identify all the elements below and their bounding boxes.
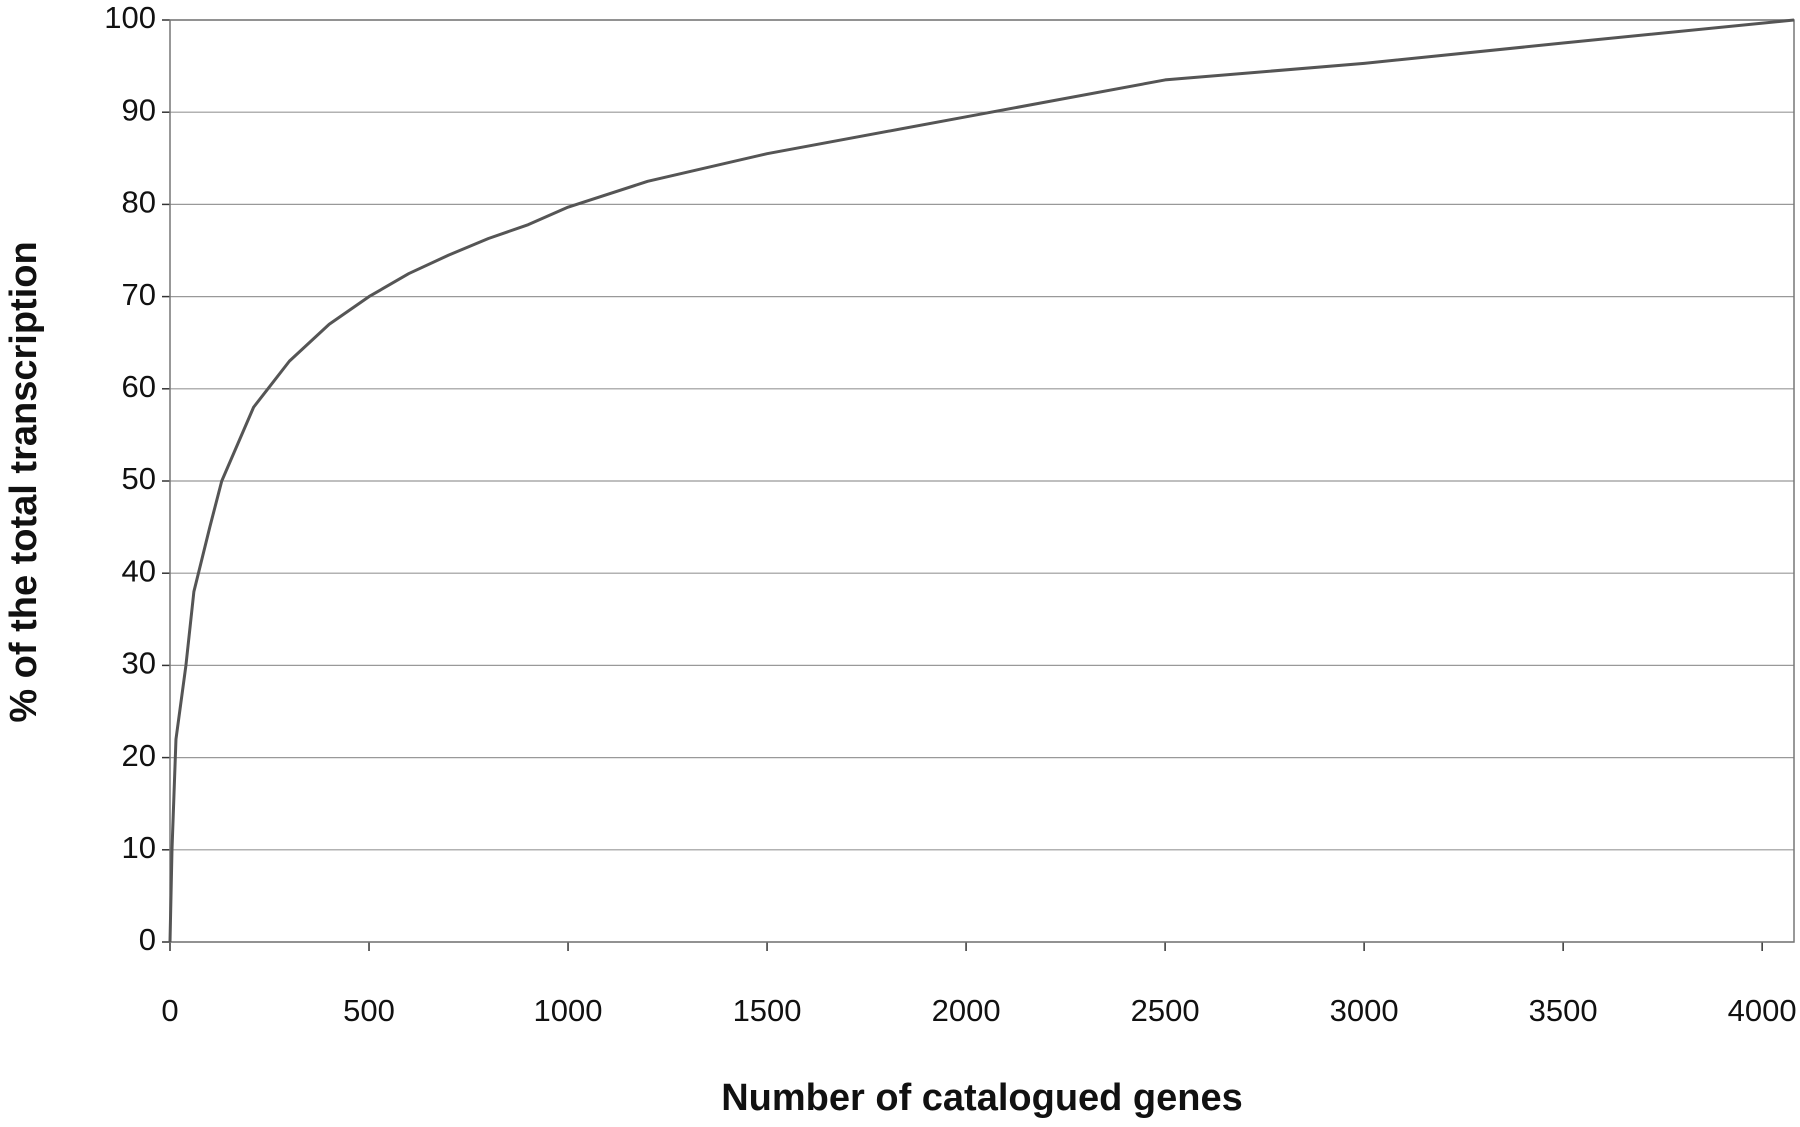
- y-tick-label: 20: [122, 738, 156, 773]
- x-tick-label: 500: [343, 993, 395, 1028]
- y-tick-label: 10: [122, 830, 156, 865]
- x-tick-label: 3000: [1330, 993, 1399, 1028]
- x-tick-label: 3500: [1529, 993, 1598, 1028]
- x-tick-label: 4000: [1728, 993, 1797, 1028]
- x-tick-label: 2000: [932, 993, 1001, 1028]
- y-tick-label: 30: [122, 646, 156, 681]
- x-tick-label: 1000: [534, 993, 603, 1028]
- y-tick-label: 0: [139, 922, 156, 957]
- y-tick-label: 40: [122, 553, 156, 588]
- x-tick-label: 2500: [1131, 993, 1200, 1028]
- x-tick-label: 0: [161, 993, 178, 1028]
- y-tick-label: 80: [122, 185, 156, 220]
- x-axis-title: Number of catalogued genes: [721, 1077, 1243, 1119]
- y-tick-label: 100: [104, 0, 156, 35]
- y-tick-label: 70: [122, 277, 156, 312]
- data-line: [168, 18, 1795, 943]
- plot-frame: [169, 19, 1795, 943]
- y-axis-title: % of the total transcription: [3, 241, 45, 722]
- x-tick-label: 1500: [733, 993, 802, 1028]
- y-tick-label: 60: [122, 369, 156, 404]
- y-tick-label: 50: [122, 461, 156, 496]
- y-tick-label: 90: [122, 92, 156, 127]
